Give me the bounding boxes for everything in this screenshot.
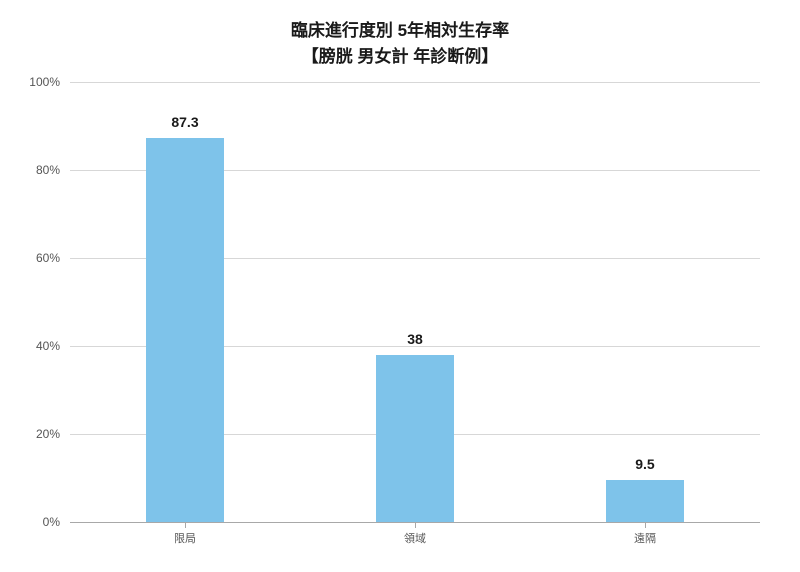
y-axis-tick: 20% xyxy=(36,427,60,441)
plot-area: 0%20%40%60%80%100%87.3限局38領域9.5遠隔 xyxy=(70,82,760,522)
chart-title: 臨床進行度別 5年相対生存率 【膀胱 男女計 年診断例】 xyxy=(20,18,780,69)
bar: 38 xyxy=(376,355,454,522)
chart-title-line1: 臨床進行度別 5年相対生存率 xyxy=(20,18,780,44)
x-axis-tick-mark xyxy=(415,522,416,528)
x-axis-tick: 領域 xyxy=(404,530,426,546)
gridline xyxy=(70,82,760,83)
x-axis-tick-mark xyxy=(185,522,186,528)
y-axis-tick: 100% xyxy=(29,75,60,89)
bar-value-label: 9.5 xyxy=(635,456,654,472)
x-axis-tick: 遠隔 xyxy=(634,530,656,546)
bar-chart: 臨床進行度別 5年相対生存率 【膀胱 男女計 年診断例】 0%20%40%60%… xyxy=(0,0,800,572)
bar: 9.5 xyxy=(606,480,684,522)
y-axis-tick: 80% xyxy=(36,163,60,177)
bar-value-label: 87.3 xyxy=(171,114,198,130)
y-axis-tick: 40% xyxy=(36,339,60,353)
y-axis-tick: 60% xyxy=(36,251,60,265)
x-axis-tick-mark xyxy=(645,522,646,528)
x-axis-tick: 限局 xyxy=(174,530,196,546)
y-axis-tick: 0% xyxy=(43,515,60,529)
bar: 87.3 xyxy=(146,138,224,522)
chart-title-line2: 【膀胱 男女計 年診断例】 xyxy=(20,44,780,70)
bar-value-label: 38 xyxy=(407,331,423,347)
